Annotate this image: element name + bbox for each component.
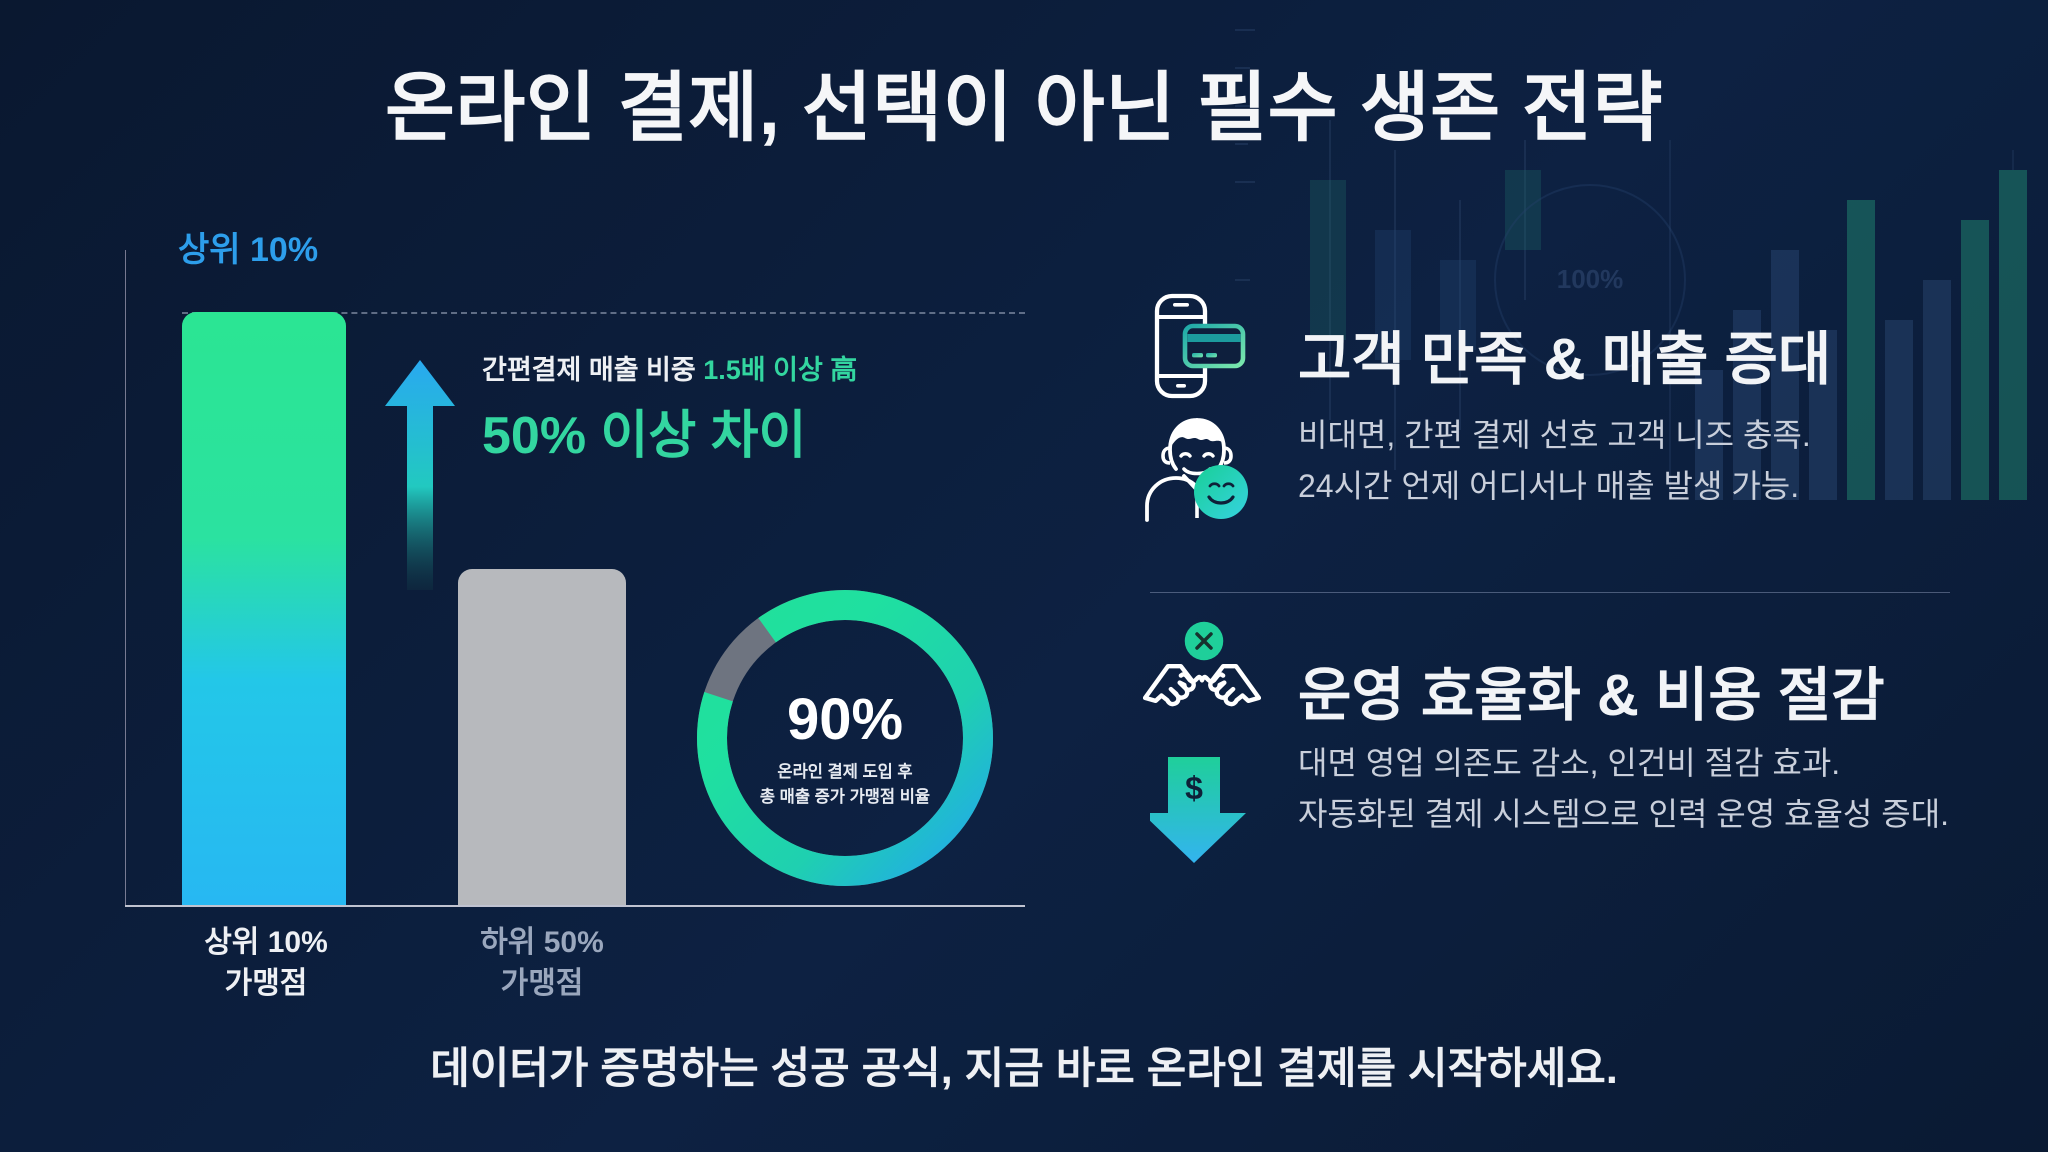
svg-text:$: $ xyxy=(1185,770,1203,806)
